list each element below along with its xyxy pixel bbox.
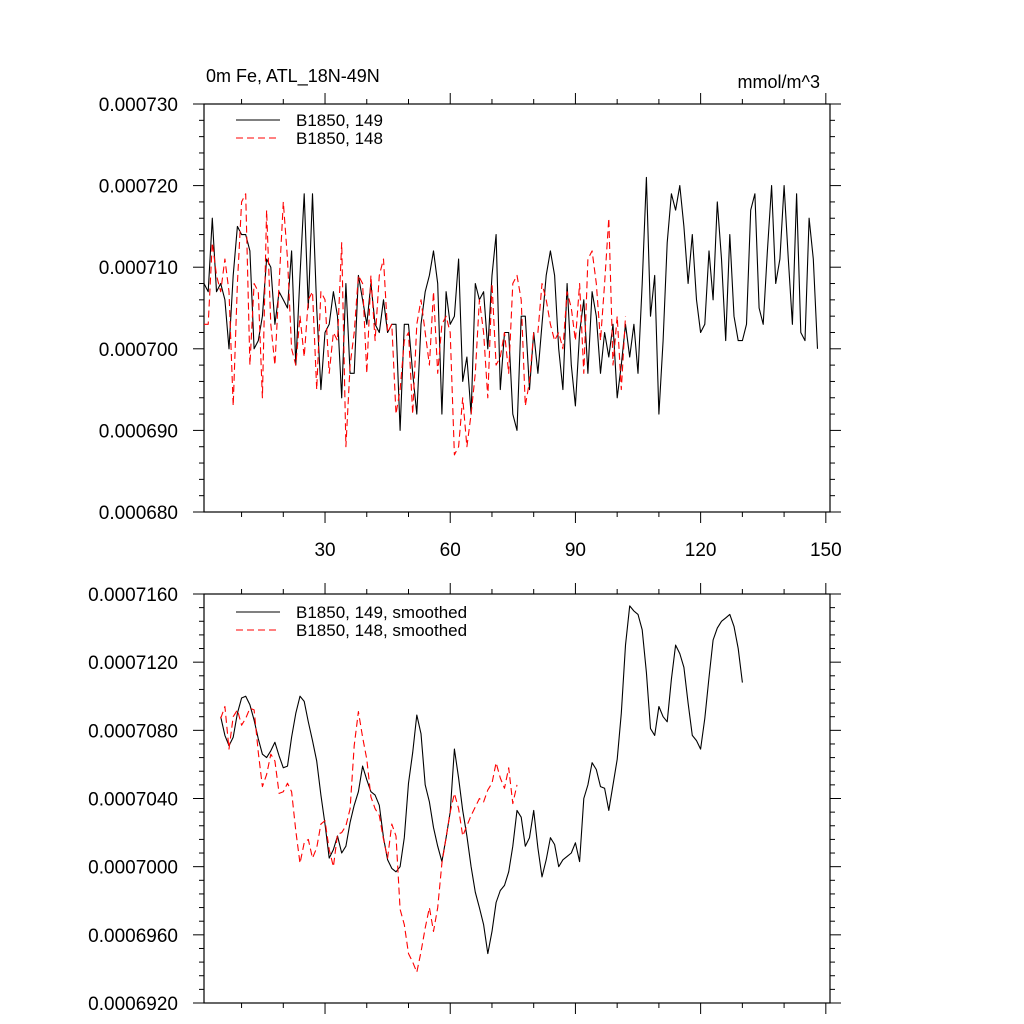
y-tick-label: 0.0007000 <box>88 858 178 879</box>
series-line-149 <box>203 176 819 431</box>
plot-frame <box>203 593 831 1004</box>
panel-title-left: 0m Fe, ATL_18N-49N <box>206 66 380 87</box>
y-tick-label: 0.0007120 <box>88 653 178 674</box>
series-line-148 <box>204 193 627 456</box>
x-tick-label: 120 <box>685 540 717 561</box>
bottom-panel: 0.0006920 0.0006960 0.0007000 0.0007040 0.00… <box>88 583 841 1015</box>
y-tick-label: 0.0006960 <box>88 926 178 947</box>
y-tick-label: 0.000700 <box>99 340 178 361</box>
legend-label: B1850, 149 <box>296 111 383 130</box>
y-tick-label: 0.0006920 <box>88 994 178 1015</box>
series-line-148 <box>220 705 518 973</box>
y-tick-label: 0.000710 <box>99 258 178 279</box>
x-tick-label: 60 <box>440 540 461 561</box>
plot-frame <box>203 103 831 513</box>
legend-label: B1850, 148, smoothed <box>296 621 467 640</box>
bottom-plot-area: 0.0006920 0.0006960 0.0007000 0.0007040 0.00… <box>88 583 841 1015</box>
x-tick-label: 150 <box>810 540 842 561</box>
x-tick-label: 90 <box>565 540 586 561</box>
top-plot-area: 30 60 90 120 150 0.000680 0.000690 0.000700 0.00… <box>99 93 842 561</box>
y-tick-label: 0.0007040 <box>88 790 178 811</box>
series-line-149 <box>220 605 743 955</box>
x-tick-label: 30 <box>314 540 335 561</box>
top-panel: 0m Fe, ATL_18N-49N mmol/m^3 30 60 90 120 150… <box>99 66 842 561</box>
y-tick-label: 0.000720 <box>99 177 178 198</box>
y-tick-label: 0.0007160 <box>88 585 178 606</box>
y-tick-label: 0.000730 <box>99 95 178 116</box>
legend-label: B1850, 148 <box>296 129 383 148</box>
y-tick-label: 0.0007080 <box>88 721 178 742</box>
legend-label: B1850, 149, smoothed <box>296 603 467 622</box>
panel-title-right: mmol/m^3 <box>738 72 820 92</box>
y-tick-label: 0.000680 <box>99 503 178 524</box>
y-tick-label: 0.000690 <box>99 421 178 442</box>
